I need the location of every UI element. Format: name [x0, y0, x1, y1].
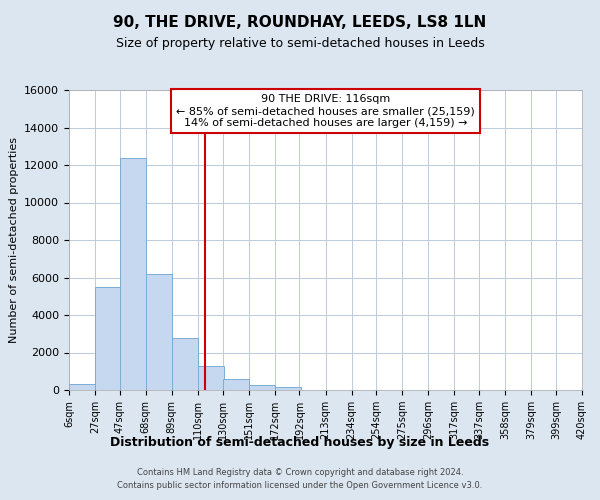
Bar [248, 386, 275, 390]
Bar [95, 287, 121, 390]
Text: Size of property relative to semi-detached houses in Leeds: Size of property relative to semi-detach… [116, 38, 484, 51]
Y-axis label: Number of semi-detached properties: Number of semi-detached properties [8, 137, 19, 343]
Text: 90 THE DRIVE: 116sqm
← 85% of semi-detached houses are smaller (25,159)
14% of s: 90 THE DRIVE: 116sqm ← 85% of semi-detac… [176, 94, 475, 128]
Text: Contains public sector information licensed under the Open Government Licence v3: Contains public sector information licen… [118, 482, 482, 490]
Bar [198, 366, 224, 390]
Bar [275, 387, 301, 390]
Bar [146, 274, 172, 390]
Bar [69, 384, 95, 390]
Bar [172, 338, 198, 390]
Text: Distribution of semi-detached houses by size in Leeds: Distribution of semi-detached houses by … [110, 436, 490, 449]
Bar [120, 158, 146, 390]
Bar [223, 379, 248, 390]
Text: 90, THE DRIVE, ROUNDHAY, LEEDS, LS8 1LN: 90, THE DRIVE, ROUNDHAY, LEEDS, LS8 1LN [113, 15, 487, 30]
Text: Contains HM Land Registry data © Crown copyright and database right 2024.: Contains HM Land Registry data © Crown c… [137, 468, 463, 477]
